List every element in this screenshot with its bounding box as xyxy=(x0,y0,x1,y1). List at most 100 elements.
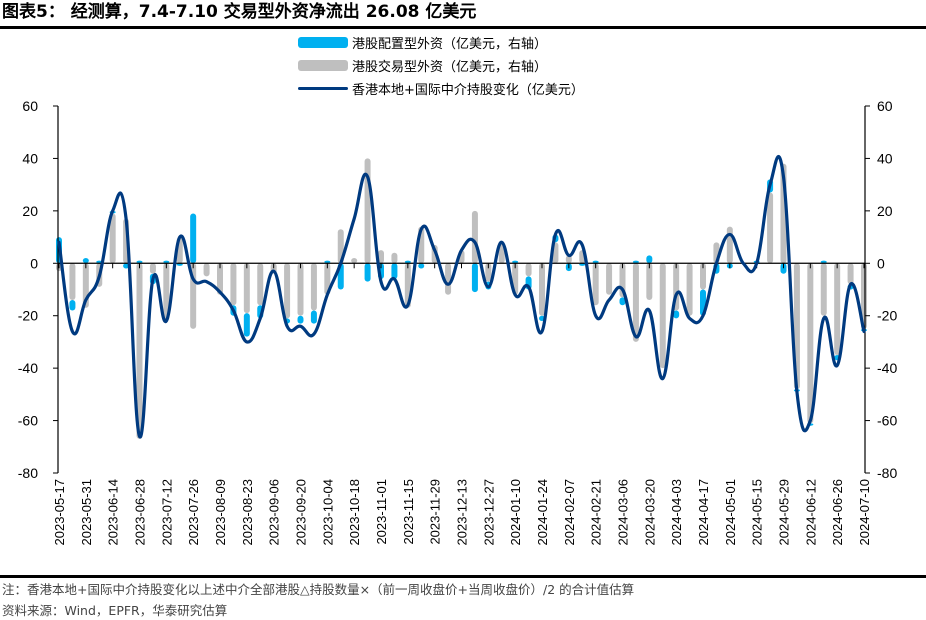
bar-trading xyxy=(659,263,666,369)
x-tick-label: 2023-08-23 xyxy=(240,479,255,546)
x-tick-label: 2024-05-01 xyxy=(723,479,738,546)
x-tick-label: 2023-12-27 xyxy=(481,479,496,546)
footer-divider xyxy=(0,575,926,578)
right-y-tick-label: -40 xyxy=(877,360,897,376)
x-tick-label: 2024-05-29 xyxy=(777,479,792,546)
left-y-tick-label: -20 xyxy=(18,308,38,324)
bar-allocation xyxy=(632,260,639,264)
bar-allocation xyxy=(780,263,787,274)
right-y-tick-label: 40 xyxy=(877,150,893,166)
bar-allocation xyxy=(418,263,425,269)
legend-item-holding-change: 香港本地+国际中介持股变化（亿美元） xyxy=(298,77,584,100)
x-tick-label: 2023-11-01 xyxy=(374,479,389,545)
bar-allocation xyxy=(310,310,317,324)
x-tick-label: 2023-11-29 xyxy=(428,479,443,545)
bar-trading xyxy=(149,263,156,274)
x-tick-label: 2023-07-26 xyxy=(186,479,201,546)
bar-allocation xyxy=(364,263,371,282)
x-tick-label: 2023-05-17 xyxy=(52,479,67,546)
right-y-tick-label: 20 xyxy=(877,203,893,219)
bar-allocation xyxy=(579,263,586,266)
bar-allocation xyxy=(243,313,250,337)
left-y-tick-label: -40 xyxy=(18,360,38,376)
bar-trading xyxy=(700,263,706,290)
right-y-tick-label: -20 xyxy=(877,308,897,324)
left-y-tick-label: 0 xyxy=(30,255,38,271)
bar-trading xyxy=(351,258,358,264)
bar-trading xyxy=(592,263,599,306)
bar-trading xyxy=(230,263,237,306)
footnote: 注：香港本地+国际中介持股变化以上述中介全部港股△持股数量×（前一周收盘价+当周… xyxy=(2,582,635,597)
bar-trading xyxy=(109,213,116,264)
x-tick-label: 2023-07-12 xyxy=(159,479,174,546)
bar-trading xyxy=(69,263,76,300)
x-tick-label: 2024-04-03 xyxy=(669,479,684,546)
bar-allocation xyxy=(820,260,827,264)
holding-change-line xyxy=(57,155,866,439)
bar-trading xyxy=(767,192,774,264)
bar-trading xyxy=(606,263,613,295)
bar-trading xyxy=(163,263,170,321)
axes-layer xyxy=(53,105,870,474)
bar-trading xyxy=(485,263,492,282)
right-y-tick-label: 0 xyxy=(877,255,885,271)
chart-title: 图表5： 经测算，7.4-7.10 交易型外资净流出 26.08 亿美元 xyxy=(2,2,477,22)
x-tick-label: 2023-10-18 xyxy=(347,479,362,546)
x-tick-label: 2024-06-26 xyxy=(830,479,845,546)
x-tick-label: 2023-06-28 xyxy=(133,479,148,546)
bar-allocation xyxy=(176,263,183,266)
bar-allocation xyxy=(297,315,304,324)
x-tick-label: 2024-01-10 xyxy=(508,479,523,546)
left-y-tick-label: 40 xyxy=(22,150,38,166)
bar-trading xyxy=(257,263,264,306)
right-y-tick-label: 60 xyxy=(877,98,893,114)
x-tick-label: 2023-09-06 xyxy=(267,479,282,546)
bar-allocation xyxy=(123,263,130,269)
bars-layer xyxy=(56,158,867,439)
left-y-tick-label: -80 xyxy=(18,465,38,481)
x-tick-label: 2024-02-21 xyxy=(589,479,604,546)
bar-allocation xyxy=(69,299,76,311)
bar-trading xyxy=(297,263,304,316)
legend-label-allocation: 港股配置型外资（亿美元，右轴） xyxy=(352,37,548,52)
bar-trading xyxy=(284,263,291,319)
legend-item-allocation: 港股配置型外资（亿美元，右轴） xyxy=(298,31,584,54)
x-tick-label: 2024-02-07 xyxy=(562,479,577,546)
bar-trading xyxy=(391,252,398,264)
bar-trading xyxy=(539,263,545,316)
bar-trading xyxy=(378,250,384,264)
title-divider xyxy=(0,26,926,29)
bar-allocation xyxy=(163,260,170,264)
x-tick-label: 2024-03-20 xyxy=(642,479,657,546)
bar-trading xyxy=(471,210,478,264)
bar-trading xyxy=(565,255,572,264)
bar-allocation xyxy=(512,260,519,264)
x-tick-label: 2023-09-20 xyxy=(294,479,309,546)
x-tick-label: 2024-01-24 xyxy=(535,479,550,546)
left-y-tick-label: 20 xyxy=(22,203,38,219)
bar-trading xyxy=(632,263,639,342)
bar-allocation xyxy=(471,263,478,293)
x-tick-label: 2024-03-06 xyxy=(616,479,631,546)
bar-allocation xyxy=(646,255,653,264)
bar-allocation xyxy=(619,297,626,306)
bar-allocation xyxy=(404,260,411,264)
x-tick-label: 2024-04-17 xyxy=(696,479,711,546)
left-y-tick-label: -60 xyxy=(18,413,38,429)
bar-allocation xyxy=(592,260,599,264)
bar-trading xyxy=(834,263,841,356)
bar-allocation xyxy=(324,260,331,264)
bar-trading xyxy=(136,263,143,439)
legend-label-trading: 港股交易型外资（亿美元，右轴） xyxy=(352,60,548,75)
legend-swatch-trading xyxy=(298,60,348,71)
legend-swatch-allocation xyxy=(298,37,348,48)
bar-trading xyxy=(525,263,532,277)
legend-item-trading: 港股交易型外资（亿美元，右轴） xyxy=(298,54,584,77)
left-y-tick-label: 60 xyxy=(22,98,38,114)
x-tick-label: 2023-10-04 xyxy=(320,479,335,546)
bar-trading xyxy=(243,263,250,314)
labels-layer: 60 60 40 40 20 20 0 0 -20 -20 -40 -40 -60 -60 -80 -80 20… xyxy=(18,98,898,546)
bar-trading xyxy=(820,263,827,316)
bar-trading xyxy=(686,263,693,316)
bar-allocation xyxy=(136,260,143,264)
